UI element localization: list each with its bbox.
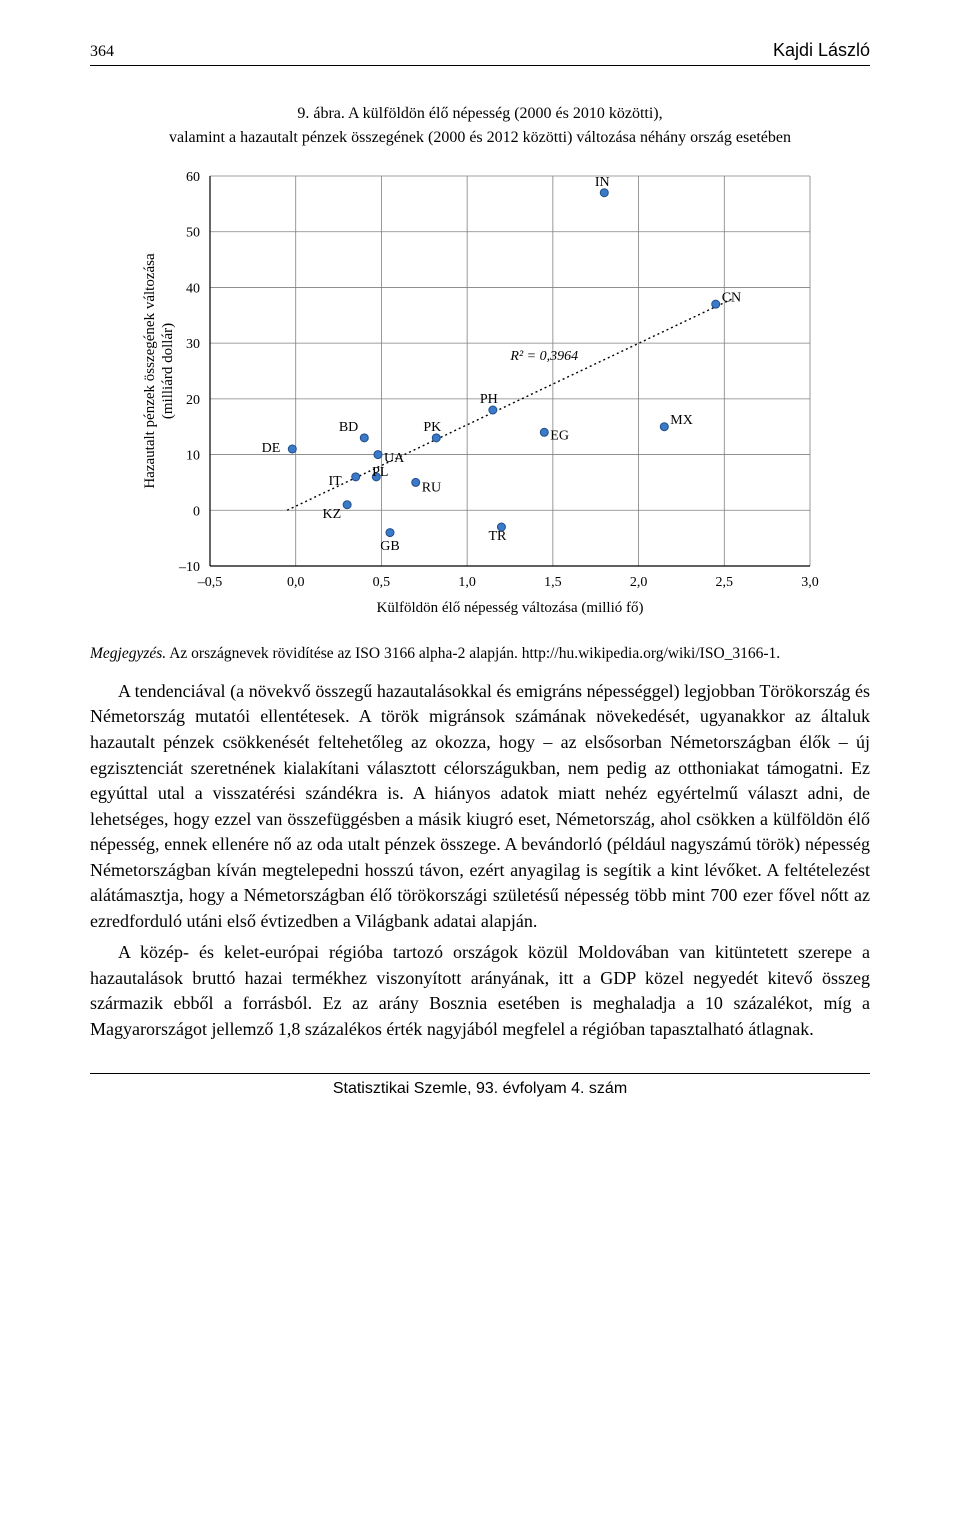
svg-text:(milliárd dollár): (milliárd dollár) [160, 323, 176, 419]
svg-text:IN: IN [595, 175, 610, 190]
svg-text:0,5: 0,5 [373, 575, 391, 590]
svg-text:R² = 0,3964: R² = 0,3964 [509, 349, 578, 364]
paragraph-1: A tendenciával (a növekvő összegű hazaut… [90, 679, 870, 934]
svg-text:30: 30 [186, 337, 200, 352]
figure-caption: 9. ábra. A külföldön élő népesség (2000 … [90, 102, 870, 150]
body-text: A tendenciával (a növekvő összegű hazaut… [90, 679, 870, 1043]
svg-text:20: 20 [186, 393, 200, 408]
figure-note: Megjegyzés. Az országnevek rövidítése az… [90, 644, 870, 665]
page-number: 364 [90, 43, 114, 61]
scatter-chart: DE BD UA IT PL KZ PK RU GB PH EG TR IN MX CN R² = 0,396… [90, 166, 870, 626]
svg-text:UA: UA [384, 451, 405, 466]
svg-text:KZ: KZ [322, 507, 341, 522]
svg-text:PH: PH [480, 392, 498, 407]
svg-text:60: 60 [186, 170, 200, 185]
svg-text:PL: PL [372, 465, 388, 480]
svg-text:40: 40 [186, 281, 200, 296]
svg-text:0,0: 0,0 [287, 575, 305, 590]
svg-text:IT: IT [328, 474, 342, 489]
page-footer: Statisztikai Szemle, 93. évfolyam 4. szá… [90, 1073, 870, 1098]
svg-text:MX: MX [670, 413, 693, 428]
svg-text:GB: GB [380, 539, 399, 554]
svg-text:–10: –10 [178, 560, 200, 575]
svg-text:3,0: 3,0 [801, 575, 819, 590]
scatter-svg: DE BD UA IT PL KZ PK RU GB PH EG TR IN MX CN R² = 0,396… [130, 166, 830, 626]
figure-caption-line2: valamint a hazautalt pénzek összegének (… [169, 129, 791, 146]
note-prefix: Megjegyzés. [90, 645, 166, 662]
svg-text:DE: DE [262, 441, 281, 456]
svg-text:50: 50 [186, 226, 200, 241]
svg-text:EG: EG [550, 429, 569, 444]
svg-text:10: 10 [186, 449, 200, 464]
svg-text:2,0: 2,0 [630, 575, 648, 590]
svg-text:CN: CN [722, 290, 741, 305]
svg-text:0: 0 [193, 504, 200, 519]
svg-text:Hazautalt pénzek összegének vá: Hazautalt pénzek összegének változása [142, 253, 158, 489]
note-text: Az országnevek rövidítése az ISO 3166 al… [166, 645, 780, 662]
svg-text:TR: TR [488, 529, 507, 544]
author-name: Kajdi László [773, 40, 870, 61]
svg-text:–0,5: –0,5 [197, 575, 223, 590]
figure-caption-line1: 9. ábra. A külföldön élő népesség (2000 … [297, 105, 662, 122]
svg-text:PK: PK [423, 420, 441, 435]
svg-text:RU: RU [422, 481, 441, 496]
page-header: 364 Kajdi László [90, 40, 870, 66]
paragraph-2: A közép- és kelet-európai régióba tartoz… [90, 940, 870, 1042]
svg-text:1,5: 1,5 [544, 575, 562, 590]
svg-text:2,5: 2,5 [716, 575, 734, 590]
svg-text:BD: BD [339, 420, 358, 435]
svg-text:1,0: 1,0 [458, 575, 476, 590]
svg-text:Külföldön élő népesség változá: Külföldön élő népesség változása (millió… [376, 600, 643, 616]
footer-text: Statisztikai Szemle, 93. évfolyam 4. szá… [333, 1080, 627, 1097]
